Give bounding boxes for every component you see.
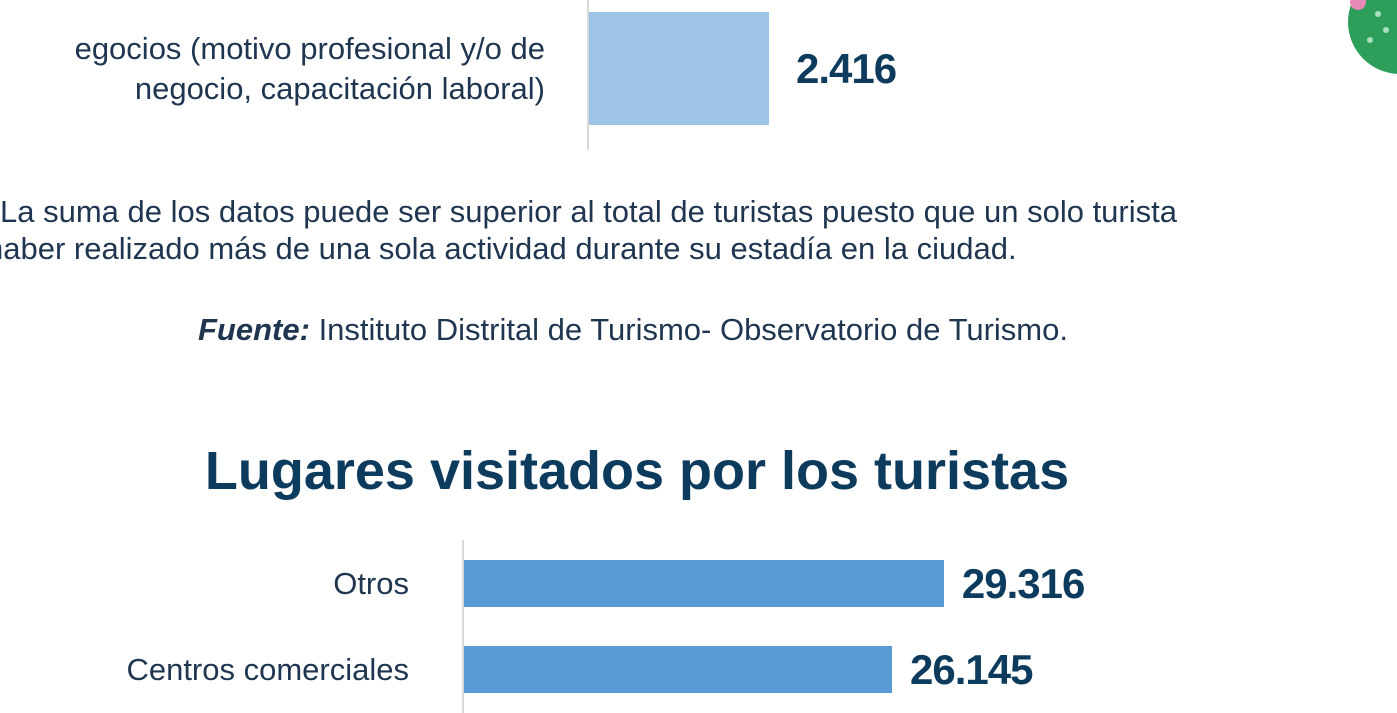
source-text: Instituto Distrital de Turismo- Observat…	[319, 312, 1068, 347]
value-label: 2.416	[796, 45, 896, 93]
category-label: Centros comerciales	[0, 650, 409, 690]
source: Fuente: Instituto Distrital de Turismo- …	[0, 312, 1266, 348]
decoration	[1340, 0, 1397, 80]
bar	[464, 646, 892, 693]
chart-title: Lugares visitados por los turistas	[0, 440, 1274, 502]
page: {"chart_data": [ {"type": "bar", "orient…	[0, 0, 1397, 713]
category-label: egocios (motivo profesional y/o de negoc…	[45, 29, 545, 109]
bar	[464, 560, 944, 607]
bar	[589, 12, 769, 125]
source-label: Fuente:	[198, 312, 310, 347]
note-line: La suma de los datos puede ser superior …	[0, 194, 1177, 230]
category-label: Otros	[0, 564, 409, 604]
note-line: haber realizado más de una sola activida…	[0, 231, 1017, 267]
value-label: 29.316	[962, 560, 1084, 608]
value-label: 26.145	[910, 646, 1032, 694]
